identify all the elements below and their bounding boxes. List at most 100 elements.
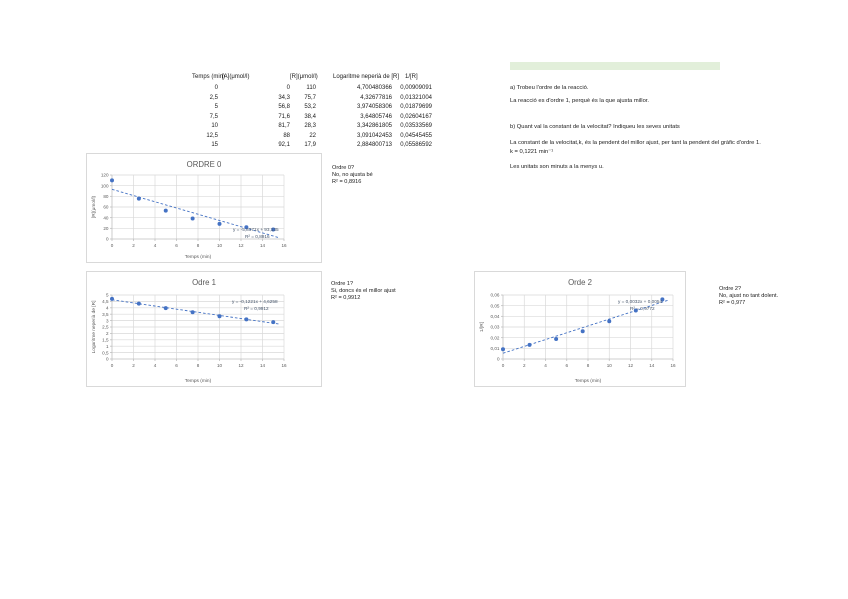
table-cell: 0 [286,85,290,91]
question-b: b) Quant val la constant de la velocitat… [510,124,680,130]
trendline-equation: y = -0,1221x + 4,6258 [232,299,278,304]
table-cell: 2,5 [209,94,218,101]
x-tick-label: 10 [217,243,223,248]
trendline-equation: y = -5,8371x + 93,135 [233,227,279,232]
table-cell: 2,884800713 [356,142,392,148]
table-cell: 22 [309,132,316,139]
data-point [527,342,532,347]
highlight-bar [510,62,720,70]
note-line: Si, doncs és el millor ajust [331,288,396,294]
table-cell: 75,7 [304,94,316,101]
data-point [163,306,168,311]
y-tick-label: 0,02 [491,335,500,340]
data-point [244,225,249,230]
note-line: Ordre 1? [331,281,354,287]
note-line: R² = 0,977 [719,300,746,306]
table-cell: 28,3 [304,123,316,129]
table-row: 2,5 34,3 75,7 4,32677816 0,01321004 [188,94,432,104]
x-tick-label: 0 [111,363,114,368]
table-cell: 0,01321004 [400,94,432,101]
table-row: 15 92,1 17,9 2,884800713 0,05586592 [188,141,432,151]
x-axis-label: Temps (min) [575,378,602,384]
answer-b-units: Les unitats son minuts a la menys u. [510,164,604,170]
data-point [110,296,114,301]
y-tick-label: 2,5 [102,325,109,330]
trendline-equation: y = 0,0032x + 0,0054 [618,299,662,304]
table-cell: 17,9 [304,142,316,148]
ordre-0-chart: 0 20 40 60 80 100 120 0 2 4 6 8 10 12 14 16 ORDRE 0 [R](μ… [86,153,322,263]
table-header-cell: [R](μmol/l) [290,74,318,80]
y-axis-label: Logaritme neperià de [R] [91,301,97,354]
x-tick-label: 14 [649,363,655,368]
y-tick-label: 0,01 [491,346,500,351]
y-tick-label: 80 [103,194,109,199]
y-tick-label: 0,04 [491,314,500,319]
table-cell: 92,1 [278,142,290,148]
x-tick-label: 2 [132,243,135,248]
y-tick-label: 40 [103,215,109,220]
trendline-r-squared: R² = 0,8916 [245,234,270,239]
table-cell: 0,00909091 [400,85,432,91]
x-tick-label: 4 [154,243,157,248]
table-cell: 71,6 [278,113,290,120]
x-tick-label: 0 [502,363,505,368]
table-header-cell: [A](μmol/l) [222,74,250,80]
table-cell: 81,7 [278,123,290,129]
y-axis-label: 1/[R] [479,322,485,332]
table-cell: 56,8 [278,104,290,110]
data-point [633,308,638,313]
y-tick-label: 4,5 [102,299,109,304]
note-line: R² = 0,8916 [332,179,362,185]
x-tick-label: 2 [132,363,135,368]
y-tick-label: 1 [106,344,109,349]
y-tick-label: 0,06 [491,293,500,298]
data-point [660,297,665,302]
x-tick-label: 8 [197,243,200,248]
ordre-2-chart: 0 0,01 0,02 0,03 0,04 0,05 0,06 0 2 4 6 8 10 12 14 16 Or… [474,271,686,387]
data-point [190,310,195,315]
y-tick-label: 0 [106,357,109,362]
data-point [190,216,195,221]
x-tick-label: 0 [111,243,114,248]
y-tick-label: 4 [106,306,109,311]
table-body: 0 0 110 4,700480366 0,00909091 2,5 34,3 75,7 4,3… [188,84,432,151]
note-line: Ordre 0? [332,165,355,171]
x-tick-label: 10 [607,363,613,368]
table-header-cell: Temps (min) [192,74,226,80]
table-header-cell: 1/[R] [405,74,418,80]
table-cell: 12,5 [206,132,218,139]
data-table: Temps (min) [A](μmol/l) [R](μmol/l) Logarit… [188,74,432,151]
table-cell: 7,5 [209,113,218,120]
data-point [110,178,114,183]
data-point [271,227,276,232]
ordre-1-chart: 0 0,5 1 1,5 2 2,5 3 3,5 4 4,5 5 0 2 4 6 8 10 12 14 16 Odre 1… [86,271,322,387]
trendline-r-squared: R² = 0,9912 [244,306,269,311]
table-cell: 0,04545455 [400,132,432,139]
y-tick-label: 0 [497,357,500,362]
table-cell: 0,03533569 [400,123,432,129]
table-cell: 3,974058306 [356,104,392,110]
x-tick-label: 10 [217,363,223,368]
table-row: 5 56,8 53,2 3,974058306 0,01879699 [188,103,432,113]
y-tick-label: 20 [103,226,109,231]
data-point [244,317,249,322]
x-tick-label: 4 [544,363,547,368]
table-cell: 34,3 [278,94,290,101]
chart0-svg: 0 20 40 60 80 100 120 0 2 4 6 8 10 12 14 16 ORDRE 0 [R](μ… [91,160,287,260]
table-cell: 10 [211,123,218,129]
chart-title: ORDRE 0 [187,160,222,169]
x-tick-label: 6 [175,243,178,248]
data-point [607,319,612,324]
note-ordre-2: Ordre 2? No, ajust no tant dolent. R² = … [719,286,778,307]
data-point [217,221,222,226]
note-ordre-0: Ordre 0? No, no ajusta bé R² = 0,8916 [332,165,373,186]
table-cell: 110 [306,85,316,91]
table-header-row: Temps (min) [A](μmol/l) [R](μmol/l) Logarit… [188,74,432,84]
table-row: 12,5 88 22 3,091042453 0,04545455 [188,132,432,142]
x-tick-label: 16 [281,363,287,368]
y-tick-label: 0,03 [491,325,500,330]
y-tick-label: 100 [101,183,109,188]
note-ordre-1: Ordre 1? Si, doncs és el millor ajust R²… [331,281,396,302]
